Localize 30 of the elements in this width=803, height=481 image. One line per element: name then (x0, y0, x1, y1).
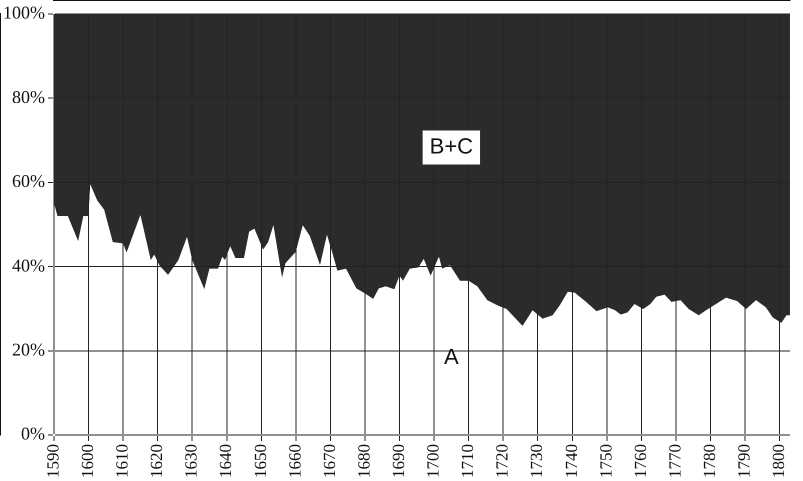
x-tick-label: 1600 (78, 444, 98, 478)
x-tick-label: 1730 (527, 444, 546, 478)
x-tick-label: 1640 (216, 444, 236, 478)
y-tick-label: 0% (20, 424, 45, 444)
x-tick-label: 1750 (596, 444, 616, 478)
x-tick-label: 1670 (320, 444, 339, 478)
y-tick-label: 80% (12, 86, 45, 107)
x-tick-label: 1760 (630, 444, 650, 478)
x-tick-label: 1770 (665, 444, 684, 478)
x-tick-label: 1800 (769, 444, 788, 478)
x-tick-label: 1700 (424, 444, 443, 478)
series-label: A (444, 344, 460, 370)
x-tick-label: 1710 (458, 444, 478, 478)
x-tick-label: 1660 (285, 444, 304, 478)
x-tick-label: 1610 (112, 444, 132, 478)
x-tick-label: 1680 (354, 444, 374, 478)
x-tick-label: 1650 (250, 444, 270, 478)
x-tick-label: 1720 (492, 444, 512, 478)
y-tick-label: 60% (12, 171, 45, 192)
y-tick-label: 100% (2, 2, 45, 23)
x-tick-label: 1740 (562, 444, 581, 478)
x-tick-label: 1790 (734, 444, 754, 478)
y-tick-label: 20% (12, 340, 45, 360)
x-tick-label: 1620 (147, 444, 166, 478)
x-tick-label: 1630 (182, 444, 201, 478)
series-label: B+C (430, 134, 474, 159)
x-tick-label: 1690 (388, 444, 408, 478)
x-tick-label: 1780 (700, 444, 719, 478)
y-tick-label: 40% (12, 255, 45, 276)
x-tick-label: 1590 (43, 444, 62, 478)
